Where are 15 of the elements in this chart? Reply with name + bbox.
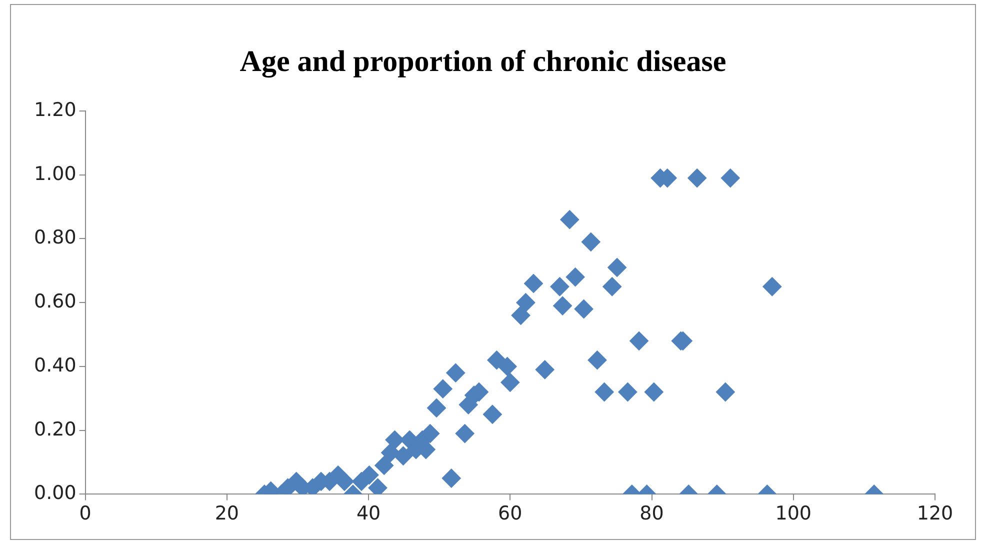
- y-tick-label: 1.20: [34, 98, 76, 121]
- y-tick-label: 0.60: [34, 290, 76, 313]
- y-tick-label: 0.20: [34, 418, 76, 440]
- chart-title: Age and proportion of chronic disease: [240, 44, 726, 78]
- x-tick-label: 120: [916, 502, 954, 525]
- x-tick-label: 60: [498, 502, 522, 525]
- x-tick-label: 40: [356, 502, 381, 525]
- y-tick-label: 1.00: [34, 162, 76, 185]
- x-tick-label: 20: [214, 502, 240, 525]
- y-tick-label: 0.80: [34, 226, 76, 249]
- x-tick-label: 0: [79, 502, 92, 525]
- y-tick-label: 0.00: [34, 482, 76, 504]
- x-tick-label: 100: [775, 502, 812, 525]
- x-tick-label: 80: [640, 502, 664, 525]
- y-tick-label: 0.40: [34, 354, 76, 376]
